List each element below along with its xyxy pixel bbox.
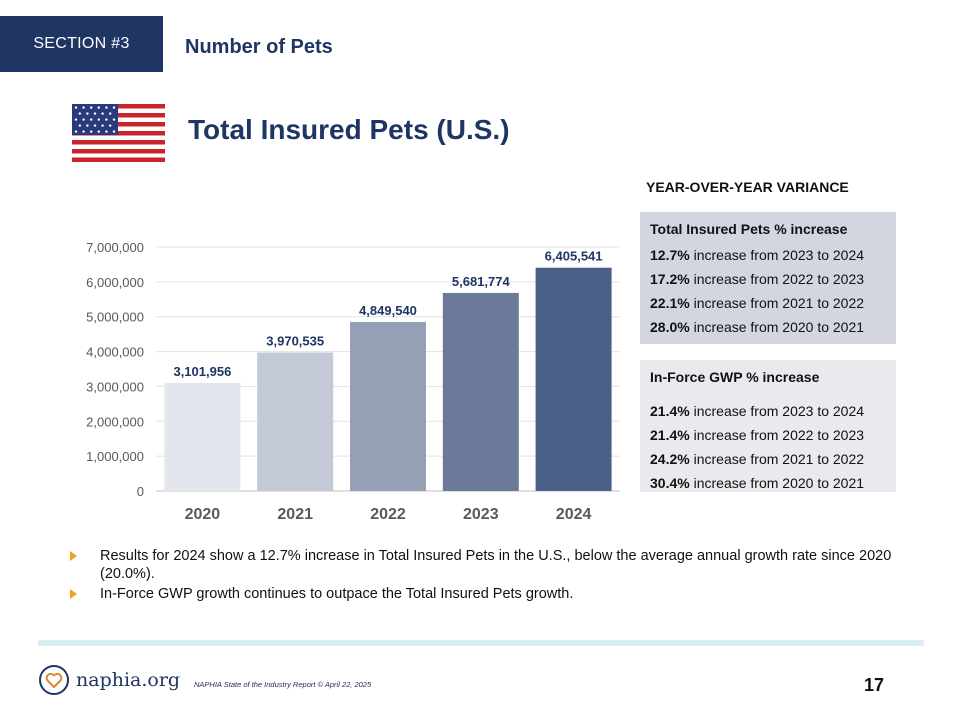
bar-value-label: 3,101,956 xyxy=(173,364,231,379)
us-flag-icon xyxy=(72,104,165,162)
section-title: Number of Pets xyxy=(185,36,333,58)
page-number: 17 xyxy=(864,675,885,695)
x-tick-label: 2020 xyxy=(185,506,221,523)
bar xyxy=(350,321,426,491)
footer-divider xyxy=(38,640,924,646)
bar-value-label: 6,405,541 xyxy=(545,249,603,264)
gwp-box-title: In-Force GWP % increase xyxy=(650,369,820,385)
y-tick-label: 1,000,000 xyxy=(86,449,144,464)
y-tick-label: 2,000,000 xyxy=(86,414,144,429)
y-tick-label: 7,000,000 xyxy=(86,240,144,255)
pets-row: 28.0% increase from 2020 to 2021 xyxy=(650,319,865,335)
bullet-list: Results for 2024 show a 12.7% increase i… xyxy=(70,547,910,605)
yoy-heading: YEAR-OVER-YEAR VARIANCE xyxy=(646,179,849,195)
x-tick-label: 2024 xyxy=(556,506,592,523)
gwp-row: 21.4% increase from 2022 to 2023 xyxy=(650,427,865,443)
bullet-arrow-icon xyxy=(70,551,77,561)
naphia-logo[interactable]: naphia.org xyxy=(38,664,180,696)
gwp-row: 21.4% increase from 2023 to 2024 xyxy=(650,403,865,419)
x-tick-label: 2023 xyxy=(463,506,499,523)
pets-increase-box: Total Insured Pets % increase 12.7% incr… xyxy=(640,212,896,344)
y-tick-label: 0 xyxy=(137,484,144,499)
y-tick-label: 4,000,000 xyxy=(86,345,144,360)
gwp-row: 30.4% increase from 2020 to 2021 xyxy=(650,475,865,491)
bar-value-label: 5,681,774 xyxy=(452,274,511,289)
bar xyxy=(535,267,612,491)
logo-text: naphia.org xyxy=(76,669,181,691)
bullet-item: Results for 2024 show a 12.7% increase i… xyxy=(70,547,910,583)
bar-value-label: 3,970,535 xyxy=(266,334,324,349)
bar-value-label: 4,849,540 xyxy=(359,303,417,318)
pets-box-title: Total Insured Pets % increase xyxy=(650,221,848,237)
gwp-increase-box: In-Force GWP % increase 21.4% increase f… xyxy=(640,360,896,492)
bar xyxy=(164,382,241,491)
pets-row: 17.2% increase from 2022 to 2023 xyxy=(650,271,865,287)
section-badge: SECTION #3 xyxy=(0,16,163,72)
y-tick-label: 6,000,000 xyxy=(86,275,144,290)
footer-note: NAPHIA State of the Industry Report © Ap… xyxy=(194,680,372,689)
gwp-row: 24.2% increase from 2021 to 2022 xyxy=(650,451,865,467)
bar xyxy=(442,292,519,491)
heart-paw-icon xyxy=(39,665,69,695)
main-title: Total Insured Pets (U.S.) xyxy=(188,114,510,145)
y-tick-label: 3,000,000 xyxy=(86,379,144,394)
x-tick-label: 2021 xyxy=(277,506,313,523)
insured-pets-bar-chart: 0 1,000,000 2,000,000 3,000,000 4,000,000 5,0… xyxy=(86,240,620,523)
y-tick-label: 5,000,000 xyxy=(86,310,144,325)
pets-row: 22.1% increase from 2021 to 2022 xyxy=(650,295,865,311)
pets-row: 12.7% increase from 2023 to 2024 xyxy=(650,247,865,263)
section-label: SECTION #3 xyxy=(33,35,130,52)
x-tick-label: 2022 xyxy=(370,506,406,523)
bullet-item: In-Force GWP growth continues to outpace… xyxy=(70,585,910,603)
bullet-arrow-icon xyxy=(70,589,77,599)
bar xyxy=(257,352,334,491)
